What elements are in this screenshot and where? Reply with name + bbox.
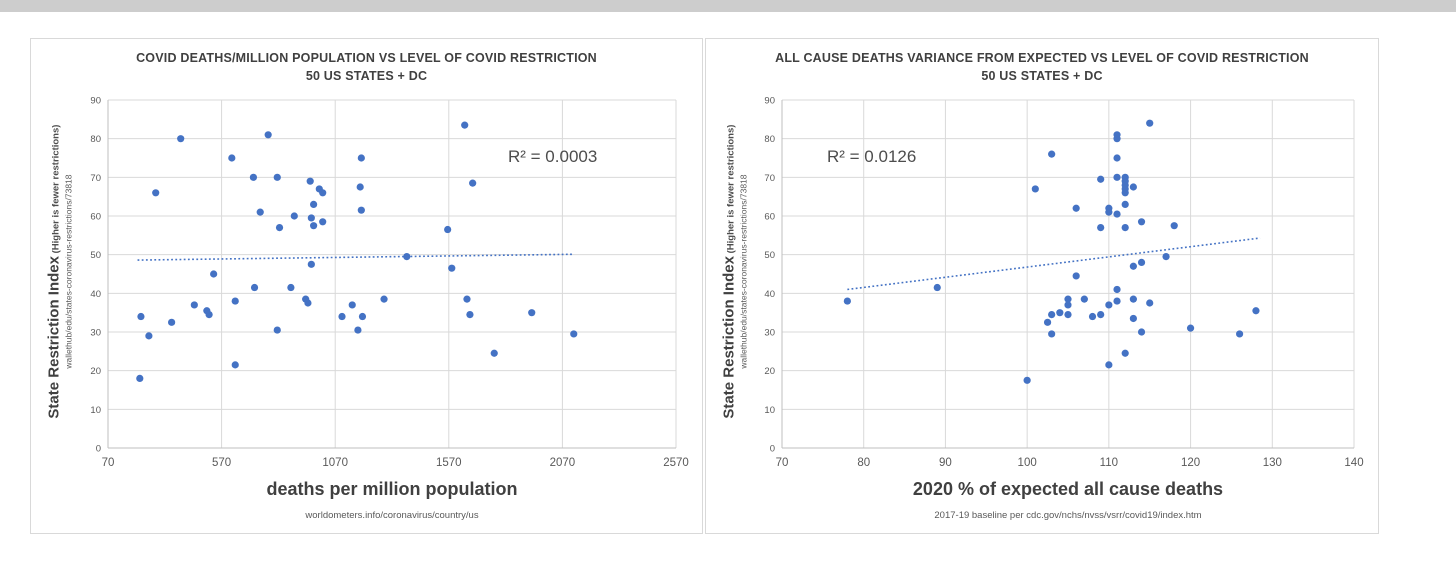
- svg-text:40: 40: [764, 289, 775, 300]
- all-cause-deaths-chart-panel: ALL CAUSE DEATHS VARIANCE FROM EXPECTED …: [705, 38, 1379, 534]
- svg-text:90: 90: [939, 457, 952, 469]
- svg-text:100: 100: [1018, 457, 1037, 469]
- r-squared-label: R² = 0.0126: [827, 147, 917, 166]
- svg-text:30: 30: [90, 328, 101, 339]
- svg-text:10: 10: [764, 405, 775, 416]
- chart-title: ALL CAUSE DEATHS VARIANCE FROM EXPECTED …: [775, 51, 1309, 65]
- svg-text:40: 40: [90, 289, 101, 300]
- svg-text:80: 80: [764, 134, 775, 145]
- top-strip: [0, 0, 1456, 12]
- svg-text:2570: 2570: [663, 457, 689, 469]
- svg-text:70: 70: [90, 173, 101, 184]
- svg-text:120: 120: [1181, 457, 1200, 469]
- x-axis-source: worldometers.info/coronavirus/country/us: [305, 510, 479, 521]
- svg-text:90: 90: [764, 96, 775, 107]
- svg-text:570: 570: [212, 457, 231, 469]
- svg-text:60: 60: [764, 212, 775, 223]
- svg-text:70: 70: [764, 173, 775, 184]
- scatter-plot: 0 10 20 30 40 50 60 70 80 90 70 80 90 100 110 120 130 140: [764, 96, 1363, 470]
- svg-text:60: 60: [90, 212, 101, 223]
- chart-title: COVID DEATHS/MILLION POPULATION VS LEVEL…: [136, 51, 597, 65]
- r-squared-label: R² = 0.0003: [508, 147, 598, 166]
- svg-text:50: 50: [90, 250, 101, 261]
- svg-text:0: 0: [770, 444, 775, 455]
- svg-text:130: 130: [1263, 457, 1282, 469]
- svg-text:80: 80: [90, 134, 101, 145]
- svg-text:1070: 1070: [322, 457, 348, 469]
- svg-text:70: 70: [776, 457, 789, 469]
- svg-text:1570: 1570: [436, 457, 462, 469]
- x-axis-title: deaths per million population: [266, 479, 518, 499]
- svg-text:0: 0: [96, 444, 101, 455]
- x-axis-title: 2020 % of expected all cause deaths: [912, 479, 1224, 499]
- x-axis-source: 2017-19 baseline per cdc.gov/nchs/nvss/v…: [934, 510, 1202, 521]
- chart-subtitle: 50 US STATES + DC: [305, 69, 428, 83]
- svg-text:20: 20: [90, 366, 101, 377]
- svg-text:30: 30: [764, 328, 775, 339]
- covid-deaths-chart-panel: COVID DEATHS/MILLION POPULATION VS LEVEL…: [30, 38, 703, 534]
- svg-text:80: 80: [857, 457, 870, 469]
- svg-text:90: 90: [90, 96, 101, 107]
- chart-subtitle: 50 US STATES + DC: [981, 69, 1103, 83]
- svg-text:140: 140: [1344, 457, 1363, 469]
- svg-text:10: 10: [90, 405, 101, 416]
- svg-text:70: 70: [102, 457, 115, 469]
- scatter-plot: 0 10 20 30 40 50 60 70 80 90 70 570 1070 1570 2070 2570: [90, 96, 689, 470]
- svg-text:110: 110: [1100, 457, 1118, 469]
- svg-text:2070: 2070: [550, 457, 576, 469]
- svg-text:50: 50: [764, 250, 775, 261]
- svg-text:20: 20: [764, 366, 775, 377]
